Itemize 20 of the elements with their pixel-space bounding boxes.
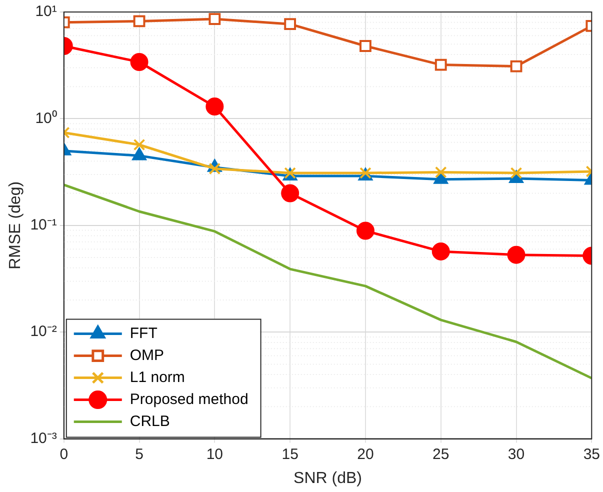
y-tick-label: 10¹: [35, 3, 57, 20]
x-tick-label: 35: [583, 446, 600, 463]
legend-label: L1 norm: [130, 368, 185, 386]
x-tick-label: 30: [508, 446, 525, 463]
x-tick-label: 15: [282, 446, 298, 463]
y-tick-label: 10⁻²: [30, 323, 57, 340]
y-axis-title: RMSE (deg): [7, 181, 24, 270]
y-tick-label: 10⁻³: [30, 430, 57, 447]
x-tick-label: 25: [432, 446, 450, 463]
legend-label: OMP: [130, 346, 164, 364]
y-tick-label: 10⁻¹: [30, 216, 57, 234]
legend-label: CRLB: [130, 412, 170, 430]
x-tick-label: 5: [135, 446, 144, 463]
x-axis-title: SNR (dB): [294, 470, 362, 487]
x-tick-label: 0: [60, 446, 68, 463]
legend-label: Proposed method: [130, 390, 248, 408]
y-tick-label: 10⁰: [35, 110, 57, 127]
legend-label: FFT: [130, 324, 158, 342]
x-tick-label: 20: [357, 446, 374, 463]
x-tick-label: 10: [206, 446, 224, 463]
